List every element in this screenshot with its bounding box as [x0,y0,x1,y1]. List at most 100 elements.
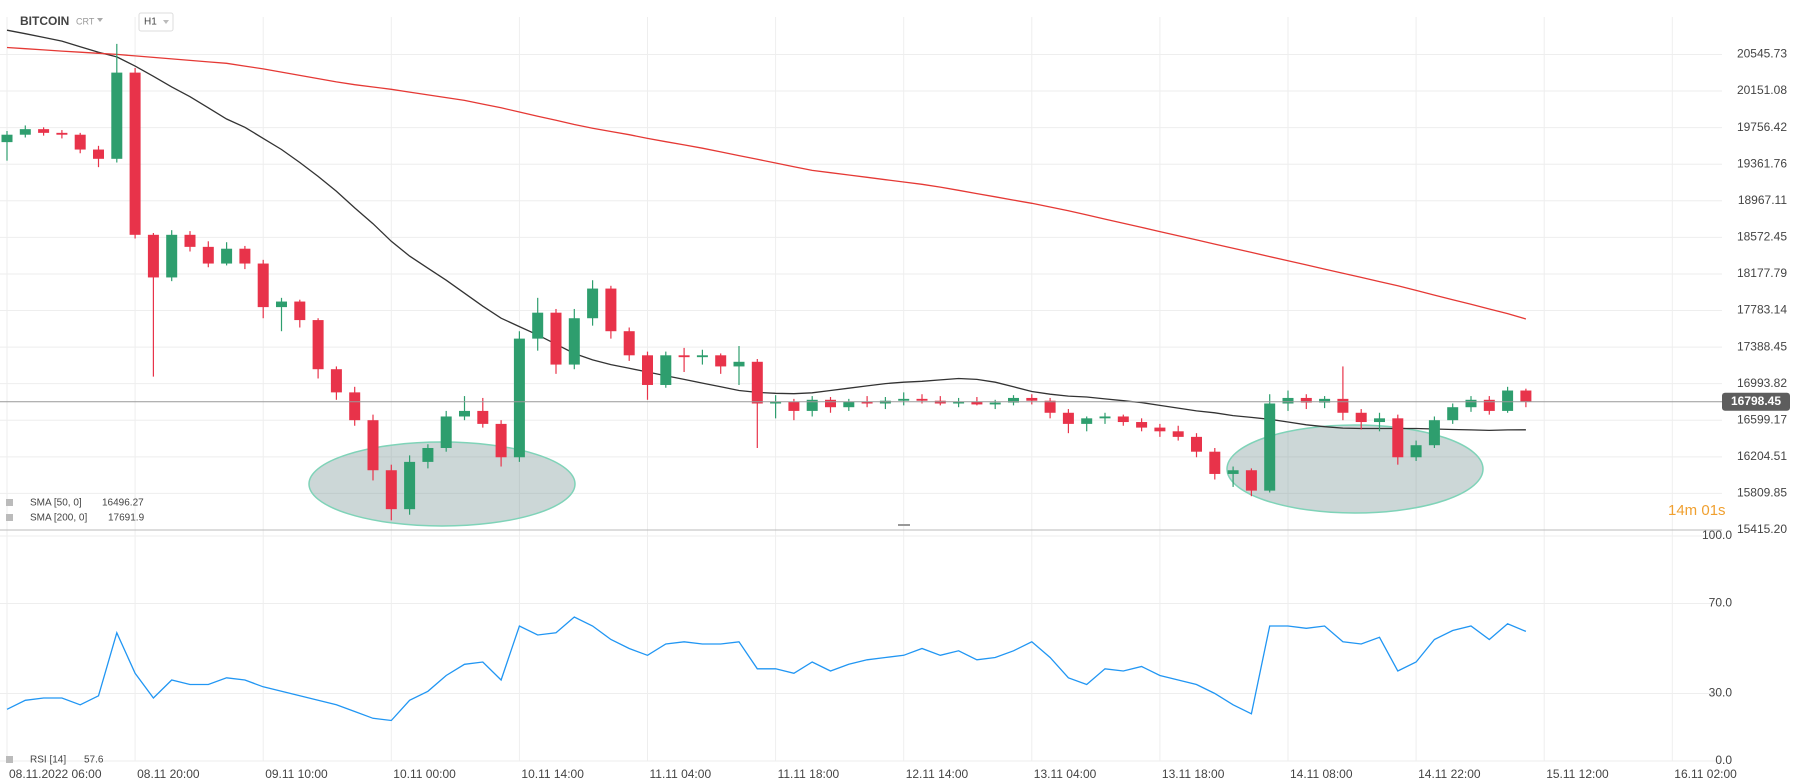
candle-body [19,129,31,135]
y-tick-label: 15809.85 [1737,486,1787,500]
candle-body [1502,390,1514,411]
x-tick-label: 16.11 02:00 [1674,767,1737,781]
candle-body [385,470,397,510]
y-tick-label: 18967.11 [1738,193,1787,207]
candle-body [1099,416,1111,419]
x-tick-label: 13.11 04:00 [1034,767,1097,781]
candle-body [294,301,306,321]
candle-body [715,355,727,367]
candle-body [1483,399,1495,411]
y-tick-label: 18177.79 [1737,266,1787,280]
indicator-line [6,616,1527,722]
candle-body [1374,418,1385,423]
candle-body [221,248,233,264]
candle-body [1428,420,1440,446]
indicator-line [6,46,1527,320]
y-tick-label: 19756.42 [1737,120,1787,134]
candle-body [623,331,635,356]
candle-body [111,72,123,159]
x-tick-label: 08.11 20:00 [137,767,200,781]
y-tick-label: 100.0 [1702,528,1732,542]
x-tick-label: 14.11 22:00 [1418,767,1481,781]
candle-body [166,234,178,278]
candle-body [751,361,763,404]
candle-body [989,402,1001,405]
legend-name: RSI [14] [30,755,66,766]
candle-body [93,149,104,159]
legend-value: 17691.9 [108,513,145,524]
candle-body [806,399,818,411]
legend-name: SMA [50, 0] [30,498,82,509]
candle-body [587,288,599,319]
candle-body [1044,400,1056,413]
candle-body [1465,399,1477,408]
y-tick-label: 20545.73 [1737,47,1787,61]
candle-body [1264,403,1276,491]
y-tick-label: 17783.14 [1737,303,1787,317]
candle-body [642,355,653,385]
resize-handle[interactable] [898,524,910,526]
y-tick-label: 20151.08 [1737,83,1787,97]
candle-body [477,410,489,424]
countdown: 14m 01s [1668,502,1726,519]
candle-body [56,132,68,135]
candle-body [74,134,86,150]
highlight-ellipse [308,441,576,527]
candle-body [202,246,214,264]
candle-body [495,423,507,458]
candle-body [349,392,361,421]
candle-body [276,301,287,308]
legend-icon [6,514,13,521]
x-tick-label: 10.11 14:00 [521,767,584,781]
candle-body [843,401,855,408]
candle-body [678,355,690,358]
candle-body [147,234,159,278]
symbol-subtitle: CRT [76,16,95,26]
y-tick-label: 16599.17 [1737,412,1787,426]
legend-name: SMA [200, 0] [30,513,87,524]
candle-body [825,399,836,408]
candle-body [660,355,672,385]
candle-body [788,401,800,411]
candle-body [367,420,379,471]
candle-body [568,318,580,365]
dropdown-arrow[interactable] [163,20,169,24]
candle-body [898,398,910,401]
x-tick-label: 13.11 18:00 [1162,767,1225,781]
timeframe-button[interactable] [138,12,174,32]
y-tick-label: 0.0 [1715,753,1732,767]
candle-body [38,129,50,133]
y-tick-label: 17388.45 [1737,339,1787,353]
y-tick-label: 15415.20 [1737,522,1787,536]
candle-body [1319,398,1331,403]
candle-body [1447,407,1459,421]
x-tick-label: 12.11 14:00 [906,767,969,781]
legend-icon [6,499,13,506]
last-price-label: 16798.45 [1731,394,1781,408]
candle-body [770,401,782,404]
x-tick-label: 09.11 10:00 [265,767,328,781]
candle-body [459,410,470,417]
x-tick-label: 14.11 08:00 [1290,767,1353,781]
candle-body [1081,418,1093,424]
candle-body [422,447,434,462]
candle-body [1282,397,1294,404]
last-price-badge [1722,392,1790,411]
candle-body [404,461,416,510]
x-tick-label: 15.11 12:00 [1546,767,1609,781]
candle-body [1191,436,1202,452]
symbol-title[interactable]: BITCOIN [20,14,69,28]
candle-body [696,355,708,358]
candle-body [733,361,745,367]
dropdown-arrow[interactable] [97,18,103,22]
candle-body [953,401,965,404]
candle-body [239,248,251,264]
candle-body [1355,412,1367,423]
candle-body [916,398,928,401]
candle-body [1,134,13,143]
timeframe-label[interactable]: H1 [144,17,157,28]
y-tick-label: 30.0 [1709,686,1733,700]
candle-body [1410,445,1422,458]
y-tick-label: 19361.76 [1737,156,1787,170]
